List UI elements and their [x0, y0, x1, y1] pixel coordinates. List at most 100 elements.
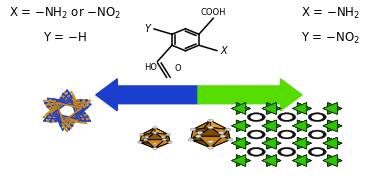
Circle shape	[166, 133, 170, 136]
Polygon shape	[211, 133, 230, 142]
Polygon shape	[323, 155, 337, 166]
Polygon shape	[323, 120, 337, 132]
Polygon shape	[323, 103, 337, 114]
Circle shape	[162, 139, 166, 141]
Circle shape	[153, 132, 157, 134]
Polygon shape	[328, 120, 342, 132]
Polygon shape	[328, 155, 342, 166]
Polygon shape	[155, 128, 168, 137]
Polygon shape	[267, 155, 281, 166]
Polygon shape	[293, 137, 307, 149]
Polygon shape	[297, 155, 311, 166]
Polygon shape	[193, 121, 211, 133]
Polygon shape	[297, 155, 311, 166]
Polygon shape	[297, 137, 311, 149]
Polygon shape	[140, 137, 155, 144]
Polygon shape	[297, 155, 311, 166]
Polygon shape	[267, 155, 281, 166]
Circle shape	[278, 147, 296, 156]
Polygon shape	[267, 137, 281, 149]
Circle shape	[278, 113, 296, 122]
Polygon shape	[262, 120, 276, 132]
Polygon shape	[293, 155, 307, 166]
Polygon shape	[328, 137, 342, 149]
Polygon shape	[262, 155, 276, 166]
Polygon shape	[231, 137, 246, 149]
Polygon shape	[293, 103, 307, 114]
Polygon shape	[262, 103, 276, 114]
Polygon shape	[221, 129, 230, 140]
Polygon shape	[267, 103, 281, 114]
Polygon shape	[140, 140, 155, 148]
Polygon shape	[191, 129, 200, 140]
Polygon shape	[236, 120, 251, 132]
Polygon shape	[267, 155, 281, 166]
Polygon shape	[211, 121, 228, 133]
Polygon shape	[236, 103, 251, 114]
Polygon shape	[297, 120, 311, 132]
Circle shape	[281, 149, 293, 155]
Circle shape	[218, 132, 224, 134]
Circle shape	[191, 128, 196, 131]
Circle shape	[278, 130, 296, 139]
Text: Y = $-$NO$_2$: Y = $-$NO$_2$	[301, 31, 360, 46]
Circle shape	[308, 130, 326, 139]
Polygon shape	[200, 133, 221, 142]
Polygon shape	[200, 121, 221, 133]
Polygon shape	[142, 128, 155, 137]
Circle shape	[208, 146, 213, 149]
Polygon shape	[231, 155, 246, 166]
Polygon shape	[223, 129, 230, 140]
Polygon shape	[293, 120, 307, 132]
Polygon shape	[293, 137, 307, 149]
Circle shape	[195, 135, 201, 138]
Circle shape	[247, 130, 265, 139]
Circle shape	[308, 113, 326, 122]
Circle shape	[311, 149, 323, 155]
Polygon shape	[155, 133, 168, 140]
Polygon shape	[147, 137, 163, 144]
Polygon shape	[231, 120, 246, 132]
Polygon shape	[297, 137, 311, 149]
Circle shape	[281, 132, 293, 137]
Polygon shape	[146, 140, 164, 148]
Circle shape	[308, 147, 326, 156]
Circle shape	[145, 136, 149, 138]
Circle shape	[197, 132, 203, 134]
Polygon shape	[328, 103, 342, 114]
Polygon shape	[293, 120, 307, 132]
Polygon shape	[262, 137, 276, 149]
Polygon shape	[236, 103, 251, 114]
Polygon shape	[231, 103, 246, 114]
Polygon shape	[231, 103, 246, 114]
Text: O: O	[174, 64, 181, 73]
Polygon shape	[236, 155, 251, 166]
Circle shape	[251, 149, 262, 155]
Polygon shape	[155, 140, 170, 148]
Polygon shape	[155, 137, 170, 144]
Polygon shape	[267, 103, 281, 114]
Polygon shape	[236, 137, 251, 149]
Polygon shape	[293, 137, 307, 149]
Polygon shape	[328, 137, 342, 149]
Polygon shape	[231, 120, 246, 132]
Circle shape	[188, 138, 194, 141]
Circle shape	[208, 119, 213, 122]
Polygon shape	[155, 142, 170, 148]
Polygon shape	[297, 120, 311, 132]
Circle shape	[251, 114, 262, 120]
Circle shape	[153, 143, 157, 145]
Polygon shape	[211, 121, 228, 129]
Polygon shape	[328, 120, 342, 132]
Circle shape	[311, 132, 323, 137]
Polygon shape	[211, 136, 230, 148]
Polygon shape	[262, 155, 276, 166]
Polygon shape	[297, 103, 311, 114]
Polygon shape	[236, 155, 251, 166]
Polygon shape	[211, 140, 230, 148]
Polygon shape	[231, 137, 246, 149]
Polygon shape	[328, 120, 342, 132]
Polygon shape	[142, 128, 155, 134]
Polygon shape	[191, 140, 211, 148]
Polygon shape	[323, 137, 337, 149]
